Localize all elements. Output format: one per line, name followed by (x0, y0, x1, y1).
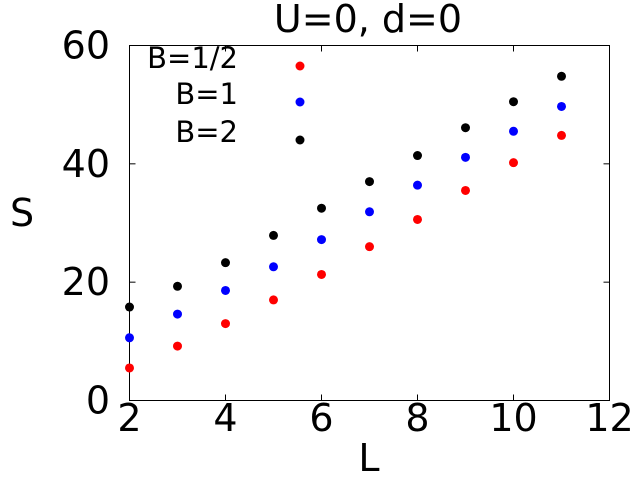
y-tick-label: 20 (62, 260, 110, 304)
legend-marker (295, 135, 305, 145)
x-tick-label: 10 (489, 396, 537, 440)
data-point (221, 285, 230, 295)
data-point (317, 235, 326, 245)
x-tick-label: 12 (585, 396, 633, 440)
data-point (125, 363, 134, 373)
y-axis-label: S (10, 191, 34, 235)
x-tick-label: 6 (309, 396, 333, 440)
data-point (557, 130, 566, 140)
y-tick-label: 0 (86, 379, 110, 423)
data-point (557, 101, 566, 111)
legend-label: B=1/2 (147, 41, 238, 75)
x-tick-label: 8 (405, 396, 429, 440)
series-B=1/2 (125, 130, 566, 373)
data-point (413, 180, 422, 190)
data-point (365, 242, 374, 252)
legend-label: B=1 (175, 77, 238, 111)
data-point (413, 214, 422, 224)
legend-marker (295, 61, 305, 71)
data-point (173, 281, 182, 291)
series-B=1 (125, 101, 566, 343)
x-axis-label: L (358, 436, 379, 480)
data-point (269, 230, 278, 240)
legend-label: B=2 (175, 115, 238, 149)
x-tick-label: 4 (213, 396, 237, 440)
data-point (461, 185, 470, 195)
chart-title: U=0, d=0 (274, 0, 462, 41)
data-point (365, 177, 374, 187)
data-point (317, 269, 326, 279)
data-point (173, 309, 182, 319)
legend-marker (295, 97, 305, 107)
y-tick-label: 60 (62, 24, 110, 68)
data-point (509, 126, 518, 136)
data-point (461, 123, 470, 133)
data-point (317, 203, 326, 213)
data-point (269, 262, 278, 272)
plot-frame (129, 45, 610, 401)
data-point (125, 333, 134, 343)
data-points (125, 71, 566, 373)
data-point (509, 97, 518, 107)
data-point (125, 302, 134, 312)
data-point (365, 207, 374, 217)
data-point (461, 152, 470, 162)
data-point (509, 158, 518, 168)
series-B=2 (125, 71, 566, 312)
data-point (557, 71, 566, 81)
data-point (269, 295, 278, 305)
data-point (413, 151, 422, 161)
data-point (221, 258, 230, 268)
axis-ticks (129, 45, 610, 401)
x-tick-label: 2 (117, 396, 141, 440)
axis-tick-labels: 2 4 6 8 10 12 0 20 40 60 (62, 24, 634, 441)
data-point (173, 341, 182, 351)
legend: B=1/2B=1 B=2 (147, 41, 305, 149)
y-tick-label: 40 (62, 142, 110, 186)
data-point (221, 319, 230, 329)
